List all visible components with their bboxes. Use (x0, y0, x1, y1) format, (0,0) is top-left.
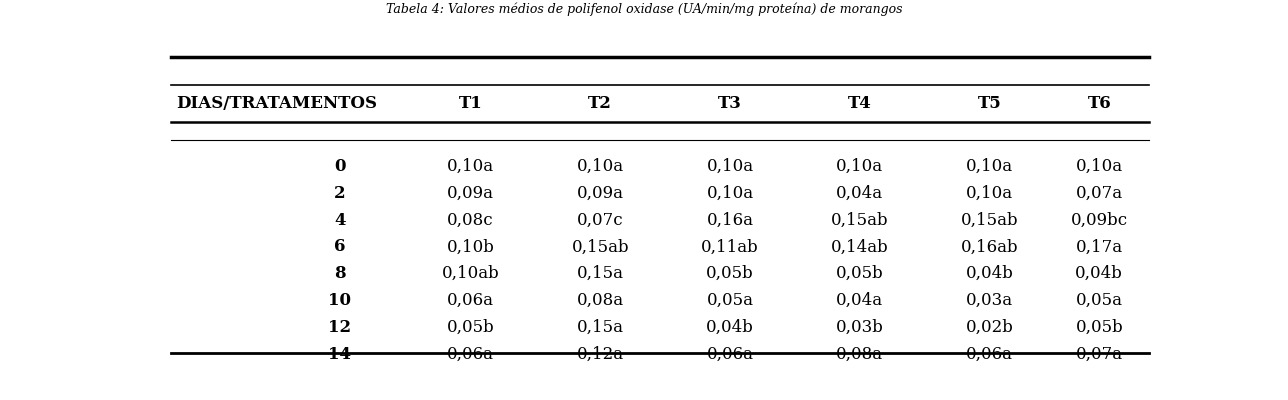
Text: 0,02b: 0,02b (966, 319, 1014, 336)
Text: 0,16a: 0,16a (707, 212, 753, 229)
Text: 0,10a: 0,10a (836, 158, 884, 175)
Text: 0,07a: 0,07a (1075, 185, 1123, 202)
Text: 0,06a: 0,06a (447, 292, 493, 309)
Text: 0,17a: 0,17a (1075, 238, 1123, 256)
Text: 0,08c: 0,08c (447, 212, 493, 229)
Text: 0,05b: 0,05b (706, 265, 753, 282)
Text: 0,09a: 0,09a (577, 185, 623, 202)
Text: 10: 10 (328, 292, 352, 309)
Text: 0,11ab: 0,11ab (701, 238, 759, 256)
Text: 0,10a: 0,10a (1075, 158, 1123, 175)
Text: 4: 4 (334, 212, 345, 229)
Text: 0,16ab: 0,16ab (961, 238, 1019, 256)
Text: 0,05b: 0,05b (1075, 319, 1123, 336)
Text: 0,08a: 0,08a (577, 292, 623, 309)
Text: 0,04a: 0,04a (836, 292, 884, 309)
Text: 0,10a: 0,10a (706, 185, 753, 202)
Text: 0,14ab: 0,14ab (831, 238, 889, 256)
Text: 0,15a: 0,15a (577, 319, 623, 336)
Text: 0,09bc: 0,09bc (1070, 212, 1128, 229)
Text: 0,10a: 0,10a (966, 158, 1014, 175)
Text: T5: T5 (978, 95, 1001, 112)
Text: 0,10a: 0,10a (966, 185, 1014, 202)
Text: T4: T4 (848, 95, 872, 112)
Text: 0,07a: 0,07a (1075, 346, 1123, 363)
Text: 0,15ab: 0,15ab (831, 212, 889, 229)
Text: 0,07c: 0,07c (577, 212, 623, 229)
Text: 6: 6 (334, 238, 345, 256)
Text: 0,05a: 0,05a (1075, 292, 1123, 309)
Text: T1: T1 (459, 95, 482, 112)
Text: 0,04b: 0,04b (706, 319, 753, 336)
Text: 0,10a: 0,10a (577, 158, 623, 175)
Text: 0,10ab: 0,10ab (442, 265, 500, 282)
Text: 0,05b: 0,05b (447, 319, 495, 336)
Text: 0,03a: 0,03a (966, 292, 1014, 309)
Text: 0,04a: 0,04a (836, 185, 884, 202)
Text: 0,05a: 0,05a (707, 292, 753, 309)
Text: 0,10b: 0,10b (447, 238, 495, 256)
Text: 0,04b: 0,04b (1075, 265, 1123, 282)
Text: 0,04b: 0,04b (966, 265, 1014, 282)
Text: 0,15a: 0,15a (577, 265, 623, 282)
Text: 0,06a: 0,06a (447, 346, 493, 363)
Text: 0: 0 (334, 158, 345, 175)
Text: 0,12a: 0,12a (577, 346, 623, 363)
Text: 0,06a: 0,06a (707, 346, 753, 363)
Text: 0,10a: 0,10a (447, 158, 495, 175)
Text: DIAS/TRATAMENTOS: DIAS/TRATAMENTOS (176, 95, 377, 112)
Text: 0,15ab: 0,15ab (572, 238, 629, 256)
Text: 14: 14 (328, 346, 352, 363)
Text: 0,05b: 0,05b (836, 265, 884, 282)
Text: 0,08a: 0,08a (836, 346, 884, 363)
Text: Tabela 4: Valores médios de polifenol oxidase (UA/min/mg proteína) de morangos: Tabela 4: Valores médios de polifenol ox… (385, 2, 903, 16)
Text: T6: T6 (1087, 95, 1112, 112)
Text: 0,06a: 0,06a (966, 346, 1012, 363)
Text: T2: T2 (589, 95, 612, 112)
Text: 0,15ab: 0,15ab (961, 212, 1019, 229)
Text: 2: 2 (334, 185, 345, 202)
Text: 0,03b: 0,03b (836, 319, 884, 336)
Text: 8: 8 (334, 265, 345, 282)
Text: 0,10a: 0,10a (706, 158, 753, 175)
Text: 12: 12 (328, 319, 352, 336)
Text: 0,09a: 0,09a (447, 185, 493, 202)
Text: T3: T3 (717, 95, 742, 112)
